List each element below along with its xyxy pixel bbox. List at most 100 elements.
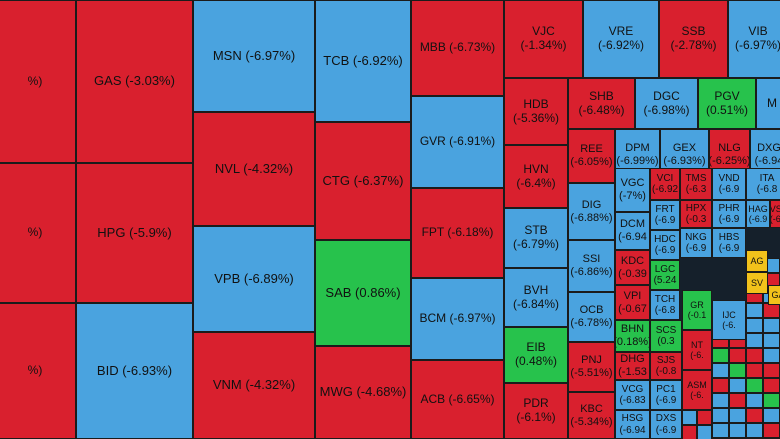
stock-tile-shb[interactable]: SHB (-6.48%): [568, 78, 635, 129]
stock-tile-gvr[interactable]: GVR (-6.91%): [411, 96, 504, 188]
stock-tile-asm[interactable]: ASM (-6.: [682, 370, 712, 410]
stock-tile-vcg[interactable]: VCG (-6.83: [615, 380, 650, 410]
stock-tile-vib[interactable]: VIB (-6.97%): [728, 0, 780, 78]
stock-tile-label: VJC (-1.34%): [520, 24, 567, 52]
stock-tile-eib[interactable]: EIB (0.48%): [504, 327, 568, 383]
stock-tile-pdr[interactable]: PDR (-6.1%): [504, 383, 568, 439]
stock-tile-partial[interactable]: %): [0, 303, 76, 439]
stock-tile-label: STB (-6.79%): [512, 223, 559, 251]
stock-tile-label: LGC (5.24: [653, 263, 677, 287]
stock-tile-bcm[interactable]: BCM (-6.97%): [411, 278, 504, 360]
stock-tile-label: DGC (-6.98%): [643, 88, 690, 117]
stock-tile-hdc[interactable]: HDC (-6.9: [650, 230, 680, 260]
stock-tile-bhn[interactable]: BHN (0.18%): [615, 320, 650, 352]
stock-tile-msn[interactable]: MSN (-6.97%): [193, 0, 315, 112]
stock-tile-m[interactable]: M: [756, 78, 780, 129]
mini-tile: [712, 363, 729, 378]
stock-tile-lgc[interactable]: LGC (5.24: [650, 260, 680, 290]
stock-tile-hag[interactable]: HAG (-6.9: [746, 200, 770, 228]
stock-tile-vgc[interactable]: VGC (-7%): [615, 168, 650, 212]
stock-tile-kdc[interactable]: KDC (-0.39: [615, 250, 650, 285]
stock-tile-sab[interactable]: SAB (0.86%): [315, 240, 411, 346]
stock-tile-ssi[interactable]: SSI (-6.86%): [568, 240, 615, 292]
stock-tile-ree[interactable]: REE (-6.05%): [568, 129, 615, 183]
stock-tile-tch[interactable]: TCH (-6.8: [650, 290, 680, 320]
stock-tile-hbs[interactable]: HBS (-6.9: [712, 228, 746, 258]
stock-tile-ssb[interactable]: SSB (-2.78%): [659, 0, 728, 78]
stock-tile-vpi[interactable]: VPI (-0.67: [615, 285, 650, 320]
stock-tile-hpg[interactable]: HPG (-5.9%): [76, 163, 193, 303]
stock-tile-hdb[interactable]: HDB (-5.36%): [504, 78, 568, 145]
stock-tile-label: MBB (-6.73%): [419, 40, 496, 55]
stock-tile-phr[interactable]: PHR (-6.9: [712, 200, 746, 228]
stock-tile-label: DCM (-6.94: [618, 218, 647, 243]
stock-tile-partial[interactable]: %): [0, 163, 76, 303]
stock-tile-acb[interactable]: ACB (-6.65%): [411, 360, 504, 439]
stock-tile-ijc[interactable]: IJC (-6.: [712, 300, 746, 340]
stock-tile-ga[interactable]: GA: [768, 285, 780, 305]
stock-tile-nkg[interactable]: NKG (-6.9: [680, 228, 712, 258]
stock-tile-label: %): [27, 363, 43, 378]
stock-tile-tcb[interactable]: TCB (-6.92%): [315, 0, 411, 122]
stock-tile-dig[interactable]: DIG (-6.88%): [568, 183, 615, 240]
stock-tile-scs[interactable]: SCS (0.3: [650, 320, 682, 352]
stock-tile-sv[interactable]: SV: [746, 272, 768, 294]
stock-tile-label: HVN (-6.4%): [516, 161, 556, 190]
stock-tile-stb[interactable]: STB (-6.79%): [504, 208, 568, 268]
stock-tile-fpt[interactable]: FPT (-6.18%): [411, 188, 504, 278]
stock-tile-vnm[interactable]: VNM (-4.32%): [193, 332, 315, 439]
mini-tile: [763, 318, 780, 333]
stock-tile-tms[interactable]: TMS (-6.3: [680, 168, 712, 200]
stock-tile-ita[interactable]: ITA (-6.8: [746, 168, 780, 200]
stock-tile-vre[interactable]: VRE (-6.92%): [583, 0, 659, 78]
stock-tile-vci[interactable]: VCI (-6.92: [650, 168, 680, 200]
stock-tile-hpx[interactable]: HPX (-0.3: [680, 200, 712, 228]
stock-tile-dhg[interactable]: DHG (-1.53: [615, 352, 650, 380]
stock-tile-label: PNJ (-5.51%): [570, 354, 613, 379]
stock-tile-ag[interactable]: AG: [746, 250, 768, 272]
stock-tile-dgc[interactable]: DGC (-6.98%): [635, 78, 698, 129]
mini-tile: [746, 333, 763, 348]
stock-tile-nt[interactable]: NT (-6.: [682, 330, 712, 370]
stock-tile-label: GA: [771, 289, 780, 300]
stock-tile-label: CTG (-6.37%): [322, 172, 404, 188]
stock-tile-pnj[interactable]: PNJ (-5.51%): [568, 342, 615, 392]
mini-tile: [697, 410, 712, 425]
stock-tile-bvh[interactable]: BVH (-6.84%): [504, 268, 568, 327]
stock-tile-bid[interactable]: BID (-6.93%): [76, 303, 193, 439]
stock-tile-kbc[interactable]: KBC (-5.34%): [568, 392, 615, 439]
mini-tile: [712, 348, 729, 363]
stock-tile-dcm[interactable]: DCM (-6.94: [615, 212, 650, 250]
mini-tile: [763, 408, 780, 423]
stock-tile-ocb[interactable]: OCB (-6.78%): [568, 292, 615, 342]
stock-tile-vnd[interactable]: VND (-6.9: [712, 168, 746, 200]
stock-tile-label: PDR (-6.1%): [516, 396, 556, 424]
stock-tile-label: NVL (-4.32%): [214, 160, 294, 176]
stock-tile-gas[interactable]: GAS (-3.03%): [76, 0, 193, 163]
mini-tile: [763, 333, 780, 348]
stock-tile-vjc[interactable]: VJC (-1.34%): [504, 0, 583, 78]
stock-tile-sjs[interactable]: SJS (-0.8: [650, 352, 682, 380]
stock-tile-label: PC1 (-6.9: [655, 383, 677, 407]
stock-tile-hsg[interactable]: HSG (-6.94: [615, 410, 650, 439]
mini-tile: [746, 408, 763, 423]
stock-tile-nvl[interactable]: NVL (-4.32%): [193, 112, 315, 226]
stock-tile-mwg[interactable]: MWG (-4.68%): [315, 346, 411, 439]
stock-tile-hvn[interactable]: HVN (-6.4%): [504, 145, 568, 208]
stock-tile-vpb[interactable]: VPB (-6.89%): [193, 226, 315, 332]
stock-tile-gr[interactable]: GR (-0.1: [682, 290, 712, 330]
stock-tile-label: DXS (-6.9: [655, 413, 677, 436]
stock-tile-vsc[interactable]: VSC (-6.9: [770, 200, 780, 228]
stock-tile-partial[interactable]: %): [0, 0, 76, 163]
stock-tile-pgv[interactable]: PGV (0.51%): [698, 78, 756, 129]
stock-tile-ctg[interactable]: CTG (-6.37%): [315, 122, 411, 240]
stock-tile-pc1[interactable]: PC1 (-6.9: [650, 380, 682, 410]
stock-tile-label: VIB (-6.97%): [734, 24, 780, 52]
stock-tile-dxs[interactable]: DXS (-6.9: [650, 410, 682, 439]
stock-tile-label: TMS (-6.3: [685, 172, 707, 196]
stock-tile-frt[interactable]: FRT (-6.9: [650, 200, 680, 230]
stock-tile-label: NKG (-6.9: [685, 231, 707, 255]
stock-tile-label: VCI (-6.92: [651, 172, 679, 196]
stock-tile-mbb[interactable]: MBB (-6.73%): [411, 0, 504, 96]
stock-tile-label: BID (-6.93%): [96, 362, 173, 378]
